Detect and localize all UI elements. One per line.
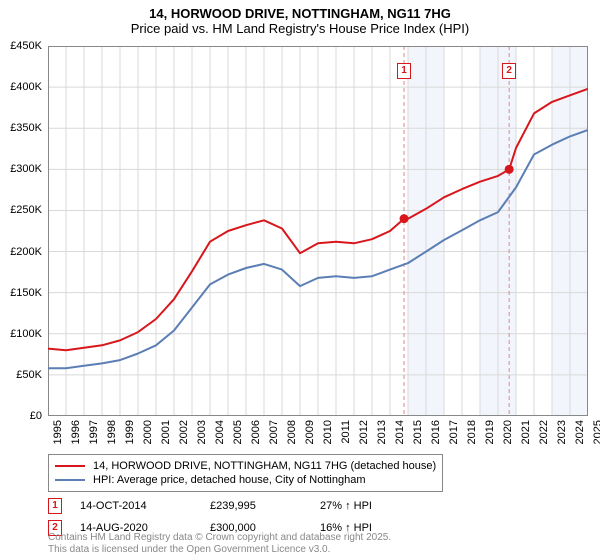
chart-marker-badge: 2 <box>502 63 516 79</box>
x-axis-label: 2001 <box>160 420 172 450</box>
x-axis-label: 2003 <box>196 420 208 450</box>
x-axis-label: 2016 <box>430 420 442 450</box>
title-subtitle: Price paid vs. HM Land Registry's House … <box>0 21 600 36</box>
footer: Contains HM Land Registry data © Crown c… <box>48 532 391 556</box>
x-axis-label: 2009 <box>304 420 316 450</box>
y-axis-label: £100K <box>0 328 42 340</box>
y-axis-label: £150K <box>0 287 42 299</box>
y-axis-label: £350K <box>0 122 42 134</box>
x-axis-label: 2005 <box>232 420 244 450</box>
event-price: £239,995 <box>210 500 320 512</box>
x-axis-label: 2006 <box>250 420 262 450</box>
chart-svg <box>48 46 588 416</box>
x-axis-label: 2002 <box>178 420 190 450</box>
chart-area: 12£0£50K£100K£150K£200K£250K£300K£350K£4… <box>48 46 588 416</box>
x-axis-label: 2019 <box>484 420 496 450</box>
y-axis-label: £300K <box>0 163 42 175</box>
x-axis-label: 2015 <box>412 420 424 450</box>
footer-line2: This data is licensed under the Open Gov… <box>48 544 391 556</box>
x-axis-label: 2012 <box>358 420 370 450</box>
x-axis-label: 2014 <box>394 420 406 450</box>
legend-swatch <box>55 465 85 467</box>
x-axis-label: 2000 <box>142 420 154 450</box>
title-block: 14, HORWOOD DRIVE, NOTTINGHAM, NG11 7HG … <box>0 0 600 36</box>
footer-line1: Contains HM Land Registry data © Crown c… <box>48 532 391 544</box>
legend-label: HPI: Average price, detached house, City… <box>93 474 366 486</box>
event-badge: 1 <box>48 498 62 514</box>
x-axis-label: 2008 <box>286 420 298 450</box>
y-axis-label: £400K <box>0 81 42 93</box>
x-axis-label: 2025 <box>592 420 600 450</box>
event-date: 14-OCT-2014 <box>80 500 210 512</box>
x-axis-label: 2017 <box>448 420 460 450</box>
x-axis-label: 2024 <box>574 420 586 450</box>
legend-block: 14, HORWOOD DRIVE, NOTTINGHAM, NG11 7HG … <box>48 454 588 536</box>
x-axis-label: 2013 <box>376 420 388 450</box>
events-list: 114-OCT-2014£239,99527% ↑ HPI214-AUG-202… <box>48 498 588 536</box>
chart-container: 14, HORWOOD DRIVE, NOTTINGHAM, NG11 7HG … <box>0 0 600 560</box>
y-axis-label: £50K <box>0 369 42 381</box>
y-axis-label: £450K <box>0 40 42 52</box>
legend-box: 14, HORWOOD DRIVE, NOTTINGHAM, NG11 7HG … <box>48 454 443 492</box>
x-axis-label: 2018 <box>466 420 478 450</box>
chart-marker-badge: 1 <box>397 63 411 79</box>
y-axis-label: £250K <box>0 204 42 216</box>
legend-swatch <box>55 479 85 481</box>
x-axis-label: 1998 <box>106 420 118 450</box>
x-axis-label: 2023 <box>556 420 568 450</box>
title-address: 14, HORWOOD DRIVE, NOTTINGHAM, NG11 7HG <box>0 6 600 21</box>
x-axis-label: 2010 <box>322 420 334 450</box>
x-axis-label: 1999 <box>124 420 136 450</box>
legend-row: 14, HORWOOD DRIVE, NOTTINGHAM, NG11 7HG … <box>55 459 436 473</box>
y-axis-label: £200K <box>0 246 42 258</box>
x-axis-label: 2007 <box>268 420 280 450</box>
x-axis-label: 1996 <box>70 420 82 450</box>
y-axis-label: £0 <box>0 410 42 422</box>
x-axis-label: 2021 <box>520 420 532 450</box>
x-axis-label: 1995 <box>52 420 64 450</box>
x-axis-label: 2004 <box>214 420 226 450</box>
legend-row: HPI: Average price, detached house, City… <box>55 473 436 487</box>
x-axis-label: 2011 <box>340 420 352 450</box>
legend-label: 14, HORWOOD DRIVE, NOTTINGHAM, NG11 7HG … <box>93 460 436 472</box>
event-row: 1 14-OCT-2014£239,99527% ↑ HPI <box>48 498 588 514</box>
x-axis-label: 2022 <box>538 420 550 450</box>
x-axis-label: 2020 <box>502 420 514 450</box>
x-axis-label: 1997 <box>88 420 100 450</box>
event-delta: 27% ↑ HPI <box>320 500 372 512</box>
